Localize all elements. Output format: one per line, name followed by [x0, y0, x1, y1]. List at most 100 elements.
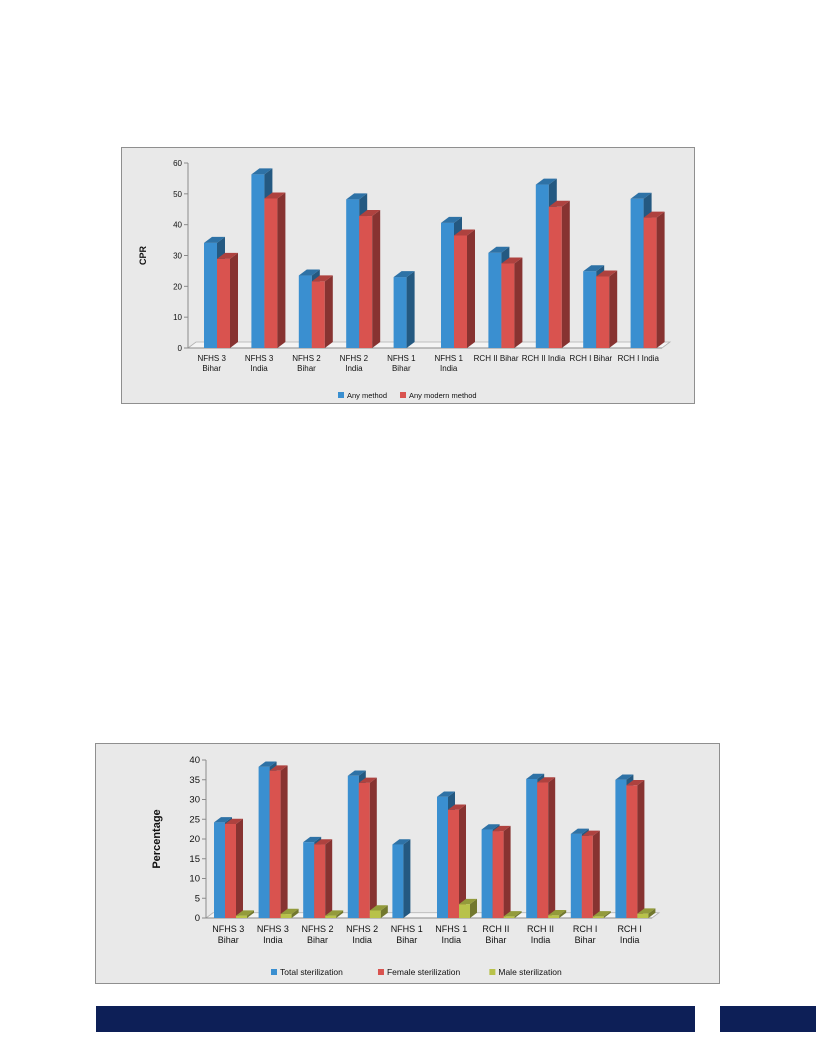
bar-top	[535, 178, 557, 185]
x-tick-label: RCH II	[482, 924, 509, 934]
bar-top	[311, 275, 333, 282]
bar-side	[277, 192, 286, 348]
bar-top	[488, 246, 510, 253]
x-tick-label: NFHS 1	[434, 354, 463, 363]
bar-any-modern-method	[359, 210, 381, 348]
bar-top	[596, 270, 618, 277]
legend-swatch	[377, 969, 384, 975]
bar-front	[359, 216, 373, 348]
x-tick-label: NFHS 2	[301, 924, 333, 934]
bar-front	[492, 831, 504, 918]
bar-any-modern-method	[501, 257, 523, 348]
bar-any-modern-method	[643, 211, 665, 348]
bar-side	[372, 210, 381, 348]
bar-any-modern-method	[217, 252, 238, 348]
bar-top	[358, 777, 377, 783]
bar-front	[596, 276, 610, 348]
bar-top	[459, 898, 477, 905]
bar-front	[592, 916, 604, 918]
y-tick-label: 35	[189, 775, 200, 786]
bar-front	[236, 915, 247, 918]
bar-top	[548, 909, 567, 916]
bar-side	[503, 825, 511, 918]
bar-male-sterilization	[548, 909, 567, 918]
bar-front	[280, 914, 292, 918]
bar-front	[303, 842, 315, 918]
bar-side	[230, 252, 238, 348]
bar-top	[314, 839, 333, 845]
x-tick-label: India	[440, 364, 458, 373]
x-tick-label: NFHS 3	[257, 924, 289, 934]
bar-side	[648, 908, 656, 918]
bar-any-modern-method	[454, 229, 475, 348]
bar-top	[448, 804, 466, 810]
bar-front	[204, 242, 217, 348]
y-tick-label: 60	[173, 159, 182, 168]
legend-swatch	[338, 392, 344, 398]
y-tick-label: 20	[189, 834, 200, 845]
y-tick-label: 40	[189, 755, 200, 766]
bar-top	[236, 910, 254, 916]
bar-top	[637, 908, 656, 914]
bar-front	[488, 252, 502, 348]
bar-top	[630, 192, 652, 199]
bar-top	[369, 905, 388, 911]
x-tick-label: NFHS 2	[340, 354, 369, 363]
bar-female-sterilization	[492, 825, 511, 918]
bar-total-sterilization	[392, 839, 411, 918]
bar-top	[359, 210, 381, 217]
bar-top	[303, 836, 322, 843]
bar-front	[269, 770, 281, 918]
x-tick-label: RCH I Bihar	[570, 354, 613, 363]
legend-label: Any method	[347, 391, 387, 400]
bar-top	[503, 911, 522, 917]
x-tick-label: RCH II	[527, 924, 554, 934]
x-tick-label: NFHS 3	[245, 354, 274, 363]
bar-side	[514, 257, 523, 348]
bar-top	[526, 773, 545, 779]
bar-front	[214, 822, 225, 918]
y-tick-label: 40	[173, 221, 182, 230]
bar-top	[570, 828, 589, 834]
y-tick-label: 5	[195, 893, 200, 904]
bar-side	[325, 839, 333, 918]
x-tick-label: India	[263, 935, 283, 945]
y-axis-label: CPR	[138, 246, 148, 266]
bar-front	[630, 198, 644, 348]
x-tick-label: India	[531, 935, 551, 945]
bar-front	[481, 829, 493, 918]
x-tick-label: Bihar	[307, 935, 328, 945]
bar-top	[204, 236, 225, 243]
bar-female-sterilization	[448, 804, 466, 918]
x-tick-label: NFHS 2	[346, 924, 378, 934]
x-tick-label: RCH II India	[522, 354, 566, 363]
x-tick-label: RCH II Bihar	[474, 354, 519, 363]
bar-front	[535, 184, 549, 348]
legend-swatch	[400, 392, 406, 398]
x-tick-label: Bihar	[218, 935, 239, 945]
legend-label: Male sterilization	[498, 967, 562, 977]
bar-top	[298, 269, 320, 276]
bar-side	[467, 229, 475, 348]
bar-front	[503, 916, 515, 918]
bar-female-sterilization	[626, 780, 645, 918]
bar-male-sterilization	[592, 911, 611, 918]
bar-side	[324, 275, 333, 348]
bar-side	[459, 804, 466, 918]
bar-top	[251, 168, 273, 175]
bar-top	[214, 817, 232, 823]
cpr-chart: 0 10 20 30 40 50 60 CPR NFHS 3 Bihar NFHS 3 India NF…	[121, 147, 695, 404]
legend-swatch	[271, 969, 277, 975]
x-tick-label: Bihar	[392, 364, 411, 373]
bar-any-modern-method	[311, 275, 333, 348]
bar-top	[583, 265, 605, 272]
bar-top	[217, 252, 238, 259]
bar-top	[581, 830, 600, 836]
bar-side	[559, 909, 567, 918]
bar-top	[592, 911, 611, 917]
bar-male-sterilization	[503, 911, 522, 918]
bar-front	[441, 222, 454, 348]
x-tick-label: NFHS 1	[391, 924, 423, 934]
